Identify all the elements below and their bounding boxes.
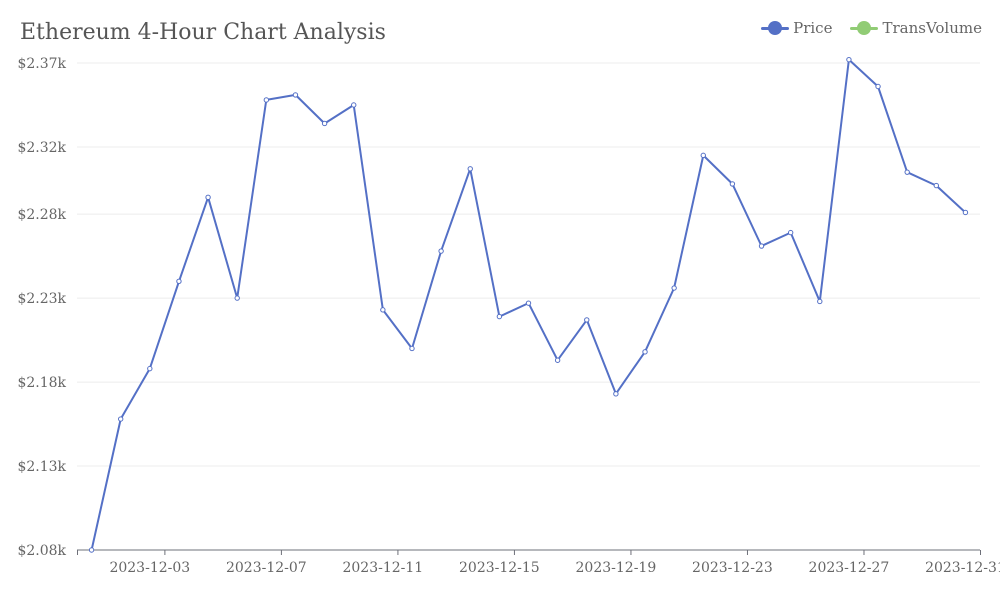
data-point[interactable] bbox=[584, 317, 590, 323]
legend-item-transvolume[interactable]: TransVolume bbox=[850, 19, 982, 37]
data-point[interactable] bbox=[380, 307, 386, 313]
axes: $2.08k $2.13k $2.18k $2.23k $2.28k $2.32k $2.3… bbox=[17, 56, 1000, 576]
data-point[interactable] bbox=[787, 229, 794, 236]
data-point[interactable] bbox=[904, 169, 910, 175]
y-tick-label: $2.23k bbox=[17, 291, 66, 307]
data-point[interactable] bbox=[729, 181, 736, 187]
grid-lines bbox=[77, 62, 980, 467]
data-point[interactable] bbox=[351, 102, 357, 108]
data-point[interactable] bbox=[933, 182, 940, 189]
data-point[interactable] bbox=[88, 547, 95, 553]
x-tick-label: 2023-12-23 bbox=[692, 560, 773, 576]
data-point[interactable] bbox=[321, 120, 328, 127]
data-point[interactable] bbox=[613, 391, 619, 397]
chart-title: Ethereum 4-Hour Chart Analysis bbox=[20, 20, 386, 45]
y-tick-label: $2.08k bbox=[17, 543, 66, 559]
data-point[interactable] bbox=[467, 166, 473, 172]
x-tick-label: 2023-12-07 bbox=[226, 560, 307, 576]
data-point[interactable] bbox=[205, 194, 211, 201]
data-point[interactable] bbox=[817, 298, 823, 305]
data-point[interactable] bbox=[642, 349, 648, 355]
x-tick-label: 2023-12-11 bbox=[342, 560, 423, 576]
data-point[interactable] bbox=[117, 416, 124, 422]
y-tick-label: $2.37k bbox=[17, 56, 66, 72]
legend-label-price: Price bbox=[793, 19, 833, 37]
data-point[interactable] bbox=[234, 295, 240, 301]
data-point[interactable] bbox=[962, 209, 969, 216]
legend-swatch-price bbox=[761, 21, 790, 35]
data-point[interactable] bbox=[758, 243, 765, 249]
data-point[interactable] bbox=[700, 152, 706, 159]
y-tick-label: $2.13k bbox=[17, 459, 66, 475]
data-point[interactable] bbox=[496, 313, 503, 320]
legend-label-transvolume: TransVolume bbox=[882, 19, 982, 37]
x-tick-label: 2023-12-15 bbox=[459, 560, 540, 576]
x-tick-label: 2023-12-03 bbox=[109, 560, 190, 576]
data-point[interactable] bbox=[554, 357, 561, 363]
x-tick-label: 2023-12-27 bbox=[809, 560, 890, 576]
data-point[interactable] bbox=[176, 278, 182, 285]
data-point[interactable] bbox=[263, 97, 270, 103]
legend: Price TransVolume bbox=[761, 19, 982, 37]
data-point[interactable] bbox=[525, 300, 532, 306]
x-tick-label: 2023-12-31 bbox=[925, 560, 1000, 576]
series-layer bbox=[88, 56, 969, 553]
x-tick-label: 2023-12-19 bbox=[576, 560, 657, 576]
data-point[interactable] bbox=[438, 248, 444, 254]
legend-item-price[interactable]: Price bbox=[761, 19, 832, 37]
data-point[interactable] bbox=[147, 365, 153, 372]
data-point[interactable] bbox=[409, 345, 415, 352]
data-point[interactable] bbox=[875, 83, 881, 90]
y-tick-label: $2.32k bbox=[17, 140, 66, 156]
y-tick-label: $2.18k bbox=[17, 375, 66, 391]
data-point[interactable] bbox=[671, 285, 677, 291]
y-tick-label: $2.28k bbox=[17, 207, 66, 223]
data-point[interactable] bbox=[292, 92, 299, 98]
data-point[interactable] bbox=[846, 56, 852, 63]
legend-swatch-transvolume bbox=[850, 21, 879, 35]
